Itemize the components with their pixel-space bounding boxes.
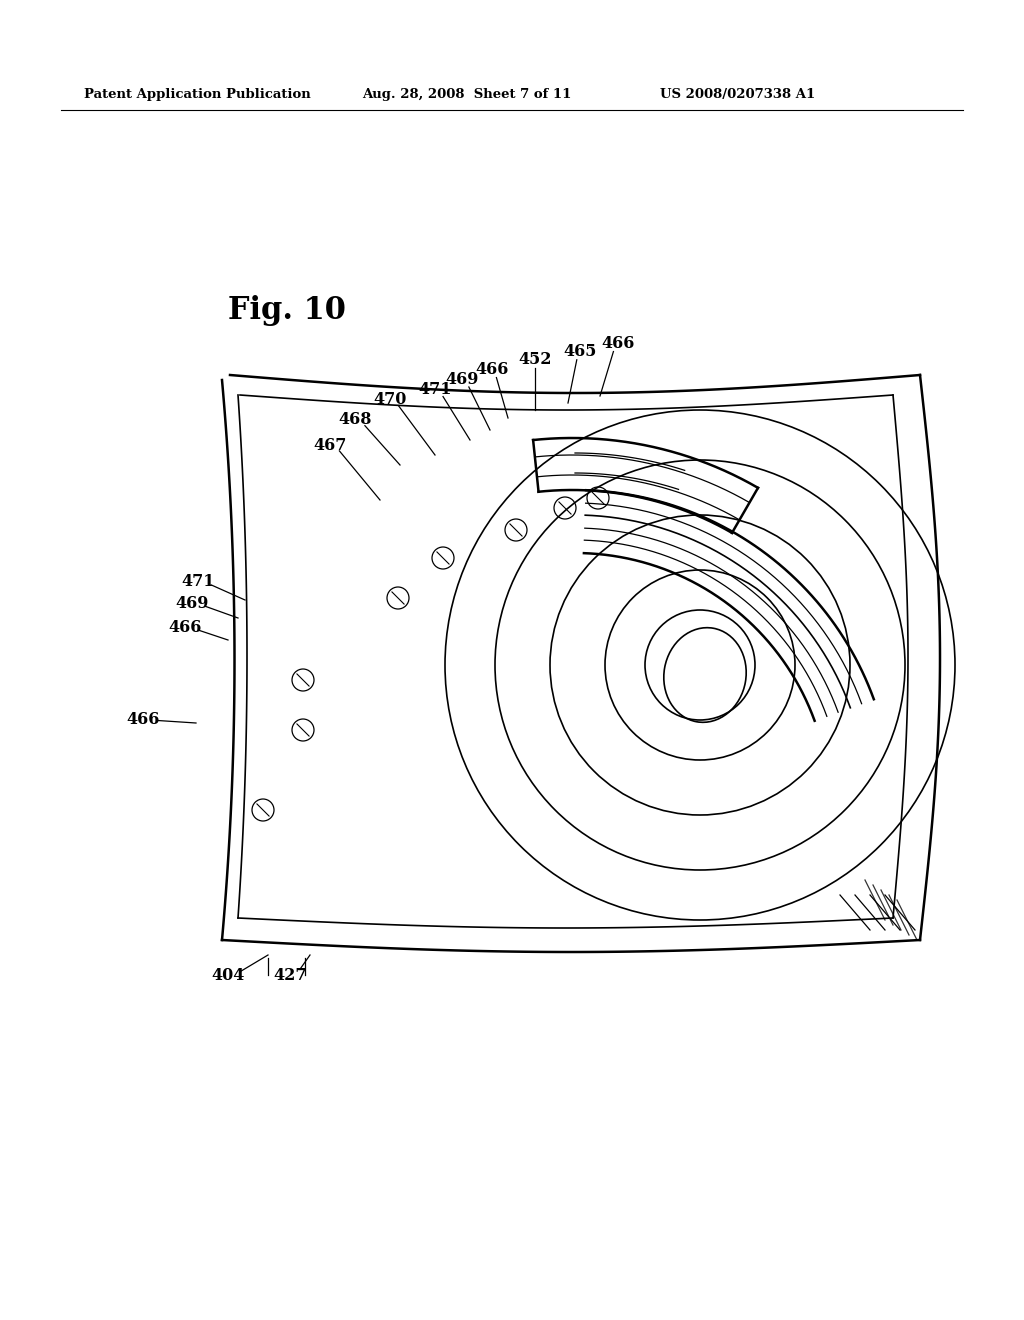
Text: US 2008/0207338 A1: US 2008/0207338 A1 xyxy=(660,88,815,102)
Text: 465: 465 xyxy=(563,343,597,360)
Text: 469: 469 xyxy=(445,371,478,388)
Text: 466: 466 xyxy=(126,711,160,729)
Text: 466: 466 xyxy=(168,619,202,636)
Text: 466: 466 xyxy=(601,335,635,352)
Text: Patent Application Publication: Patent Application Publication xyxy=(84,88,310,102)
Text: Aug. 28, 2008  Sheet 7 of 11: Aug. 28, 2008 Sheet 7 of 11 xyxy=(362,88,571,102)
Text: 468: 468 xyxy=(338,412,372,429)
Text: 469: 469 xyxy=(175,595,209,612)
Text: 452: 452 xyxy=(518,351,552,368)
Text: 471: 471 xyxy=(181,573,215,590)
Text: 427: 427 xyxy=(273,966,307,983)
Text: 404: 404 xyxy=(211,966,245,983)
Text: 467: 467 xyxy=(313,437,347,454)
Text: Fig. 10: Fig. 10 xyxy=(228,294,346,326)
Text: 466: 466 xyxy=(475,362,509,379)
Text: 471: 471 xyxy=(418,381,452,399)
Text: 470: 470 xyxy=(374,392,407,408)
